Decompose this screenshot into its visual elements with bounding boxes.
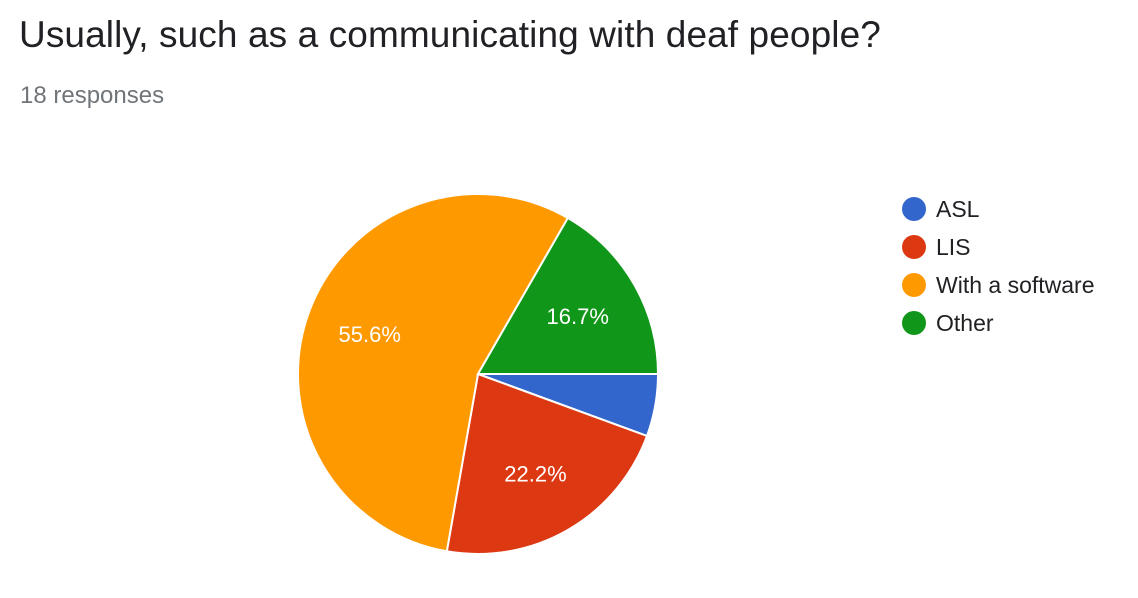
legend-label: LIS <box>936 233 971 260</box>
legend-swatch-icon <box>902 311 926 335</box>
legend-item-asl[interactable]: ASL <box>902 190 1095 228</box>
legend-label: With a software <box>936 271 1095 298</box>
response-count: 18 responses <box>20 82 165 109</box>
slice-label-other: 16.7% <box>547 304 609 329</box>
pie-slice-lis <box>445 372 649 555</box>
legend-swatch-icon <box>902 235 926 259</box>
legend-item-other[interactable]: Other <box>902 304 1095 342</box>
slice-label-with-a-software: 55.6% <box>339 322 401 347</box>
legend-swatch-icon <box>902 197 926 221</box>
legend-item-with-a-software[interactable]: With a software <box>902 266 1095 304</box>
legend-item-lis[interactable]: LIS <box>902 228 1095 266</box>
chart-title: Usually, such as a communicating with de… <box>19 14 881 55</box>
chart-legend: ASL LIS With a software Other <box>902 190 1095 342</box>
pie-slice-with-a-software <box>297 193 570 553</box>
pie-slices <box>297 193 660 555</box>
legend-swatch-icon <box>902 273 926 297</box>
pie-slice-other <box>476 216 660 375</box>
legend-label: ASL <box>936 195 980 222</box>
slice-label-lis: 22.2% <box>504 461 566 486</box>
legend-label: Other <box>936 309 994 336</box>
pie-slice-labels: 22.2% 55.6% 16.7% <box>339 304 609 486</box>
